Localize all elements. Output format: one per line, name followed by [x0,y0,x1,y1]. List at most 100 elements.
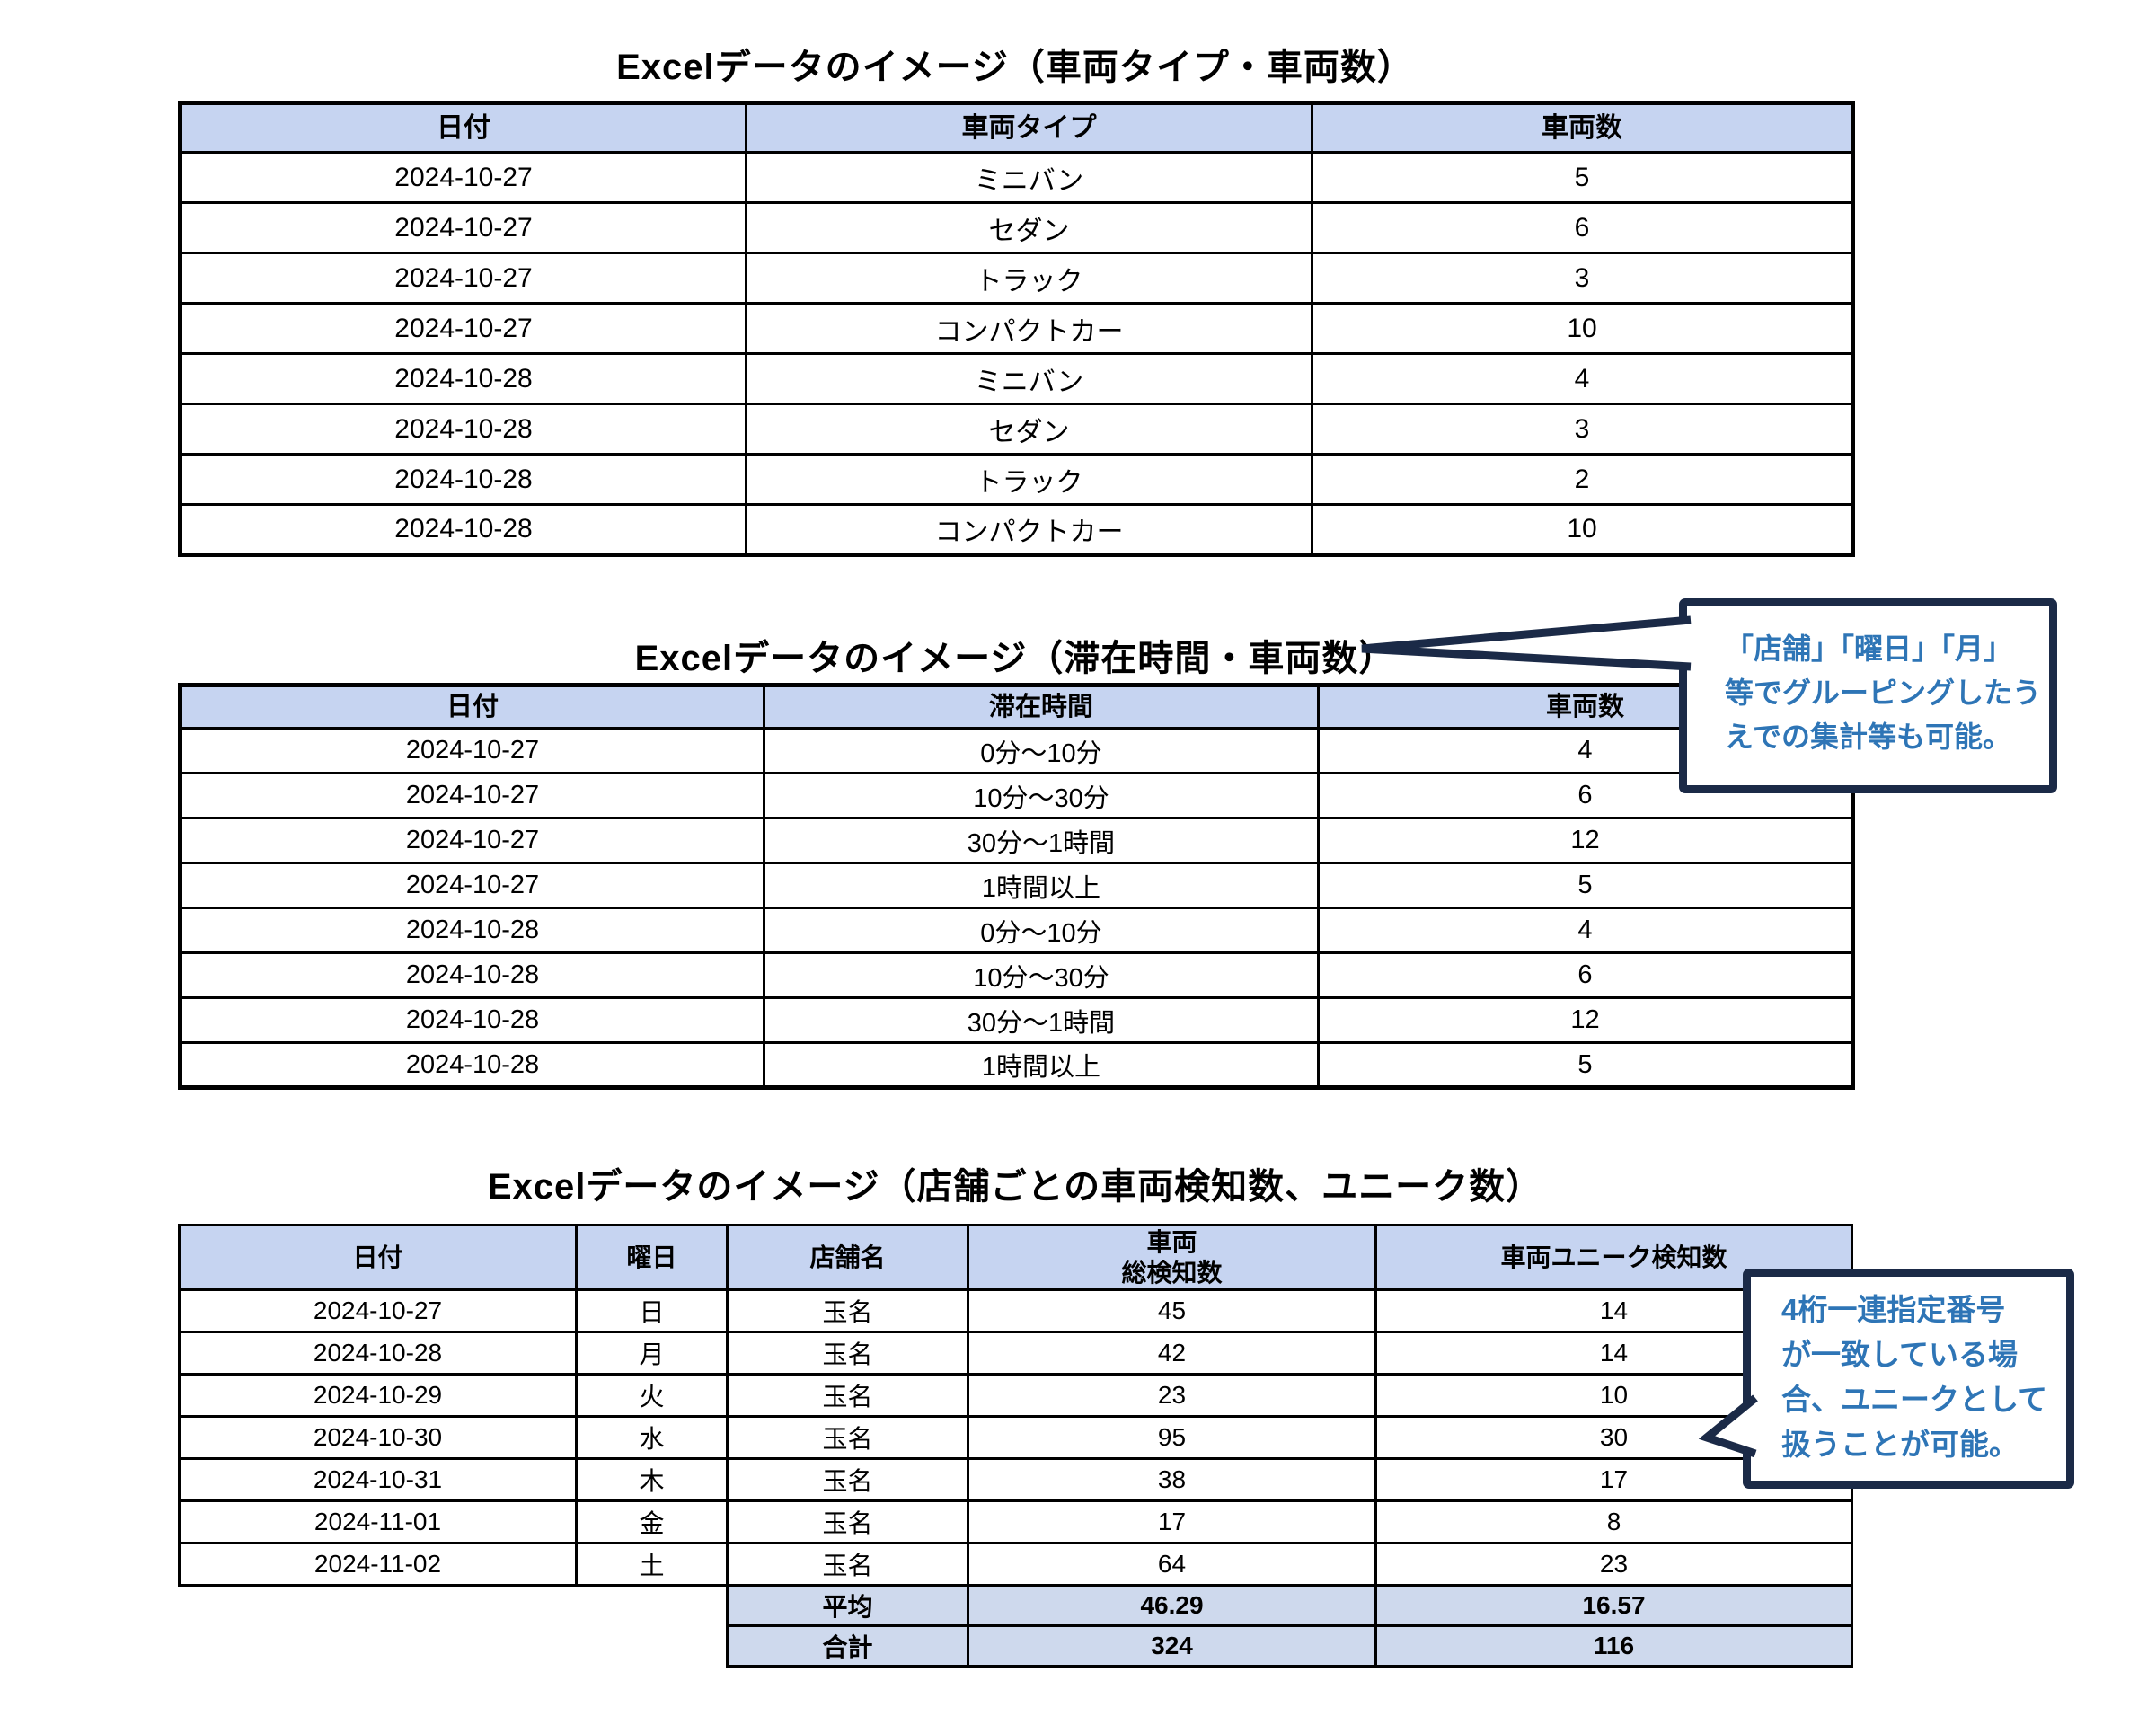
column-header: 滞在時間 [763,684,1320,730]
table-cell: 玉名 [726,1288,969,1333]
table-row: 2024-10-28 10分～30分 6 [179,951,1854,999]
table-cell: 2024-10-27 [179,817,765,864]
column-header: 車両タイプ [745,102,1313,154]
table-cell: 3 [1311,402,1854,456]
table-cell: 2024-10-27 [179,252,747,305]
section-title-stay-duration: Excelデータのイメージ（滞在時間・車両数） [634,639,1396,678]
table-row: 2024-11-02 土玉名 64 23 [178,1542,1853,1587]
callout-grouping-note: 「店舗」「曜日」「月」 等でグルーピングしたう えでの集計等も可能。 [1679,598,2057,793]
table-row: 2024-10-28 ミニバン 4 [179,352,1854,405]
table-cell: 2024-10-28 [179,951,765,999]
table-row: 2024-10-28 コンパクトカー 10 [179,503,1854,556]
table-cell: 64 [967,1542,1377,1587]
table-row: 2024-10-27 トラック 3 [179,252,1854,305]
callout-unique-note: 4桁一連指定番号 が一致している場 合、ユニークとして 扱うことが可能。 [1743,1269,2074,1489]
table-row: 2024-10-29 火玉名 23 10 [178,1373,1853,1418]
table-cell: 2024-10-28 [179,907,765,954]
table-cell: 土 [575,1542,729,1587]
table-cell: 水 [575,1415,729,1460]
table-row: 2024-10-28 30分～1時間 12 [179,996,1854,1044]
vehicle-type-table: 日付 車両タイプ 車両数 2024-10-27 ミニバン 5 2024-10-27 セダン 6… [178,101,1855,557]
table-cell: 5 [1311,151,1854,204]
table-cell: 火 [575,1373,729,1418]
column-header: 店舗名 [726,1224,969,1291]
table-cell: 2024-10-27 [179,727,765,774]
summary-cell: 平均 [726,1584,969,1627]
table-cell: 2024-10-28 [179,402,747,456]
table-row: 2024-10-27 1時間以上 5 [179,862,1854,909]
store-detections-table: 日付 曜日 店舗名 車両 総検知数 車両ユニーク検知数 2024-10-27 日玉名 45 1… [178,1224,1853,1668]
table-row: 2024-10-27 0分～10分 4 [179,727,1854,774]
table-cell: セダン [745,201,1313,254]
table-cell: コンパクトカー [745,503,1313,556]
table-cell: 玉名 [726,1457,969,1502]
table-cell: コンパクトカー [745,302,1313,355]
table-cell: 0分～10分 [763,727,1320,774]
table-cell: 2024-11-02 [178,1542,578,1587]
table-cell: 10 [1311,302,1854,355]
callout-text-line: が一致している場 [1781,1338,2019,1371]
table-cell: 17 [967,1499,1377,1544]
table-cell: 2024-10-27 [178,1288,578,1333]
table-cell: 2024-10-28 [178,1331,578,1376]
table-cell: トラック [745,252,1313,305]
table-cell: 2024-10-27 [179,862,765,909]
summary-cell: 合計 [726,1624,969,1668]
header-row: 日付 曜日 店舗名 車両 総検知数 車両ユニーク検知数 [178,1224,1853,1291]
table-row: 2024-10-27 ミニバン 5 [179,151,1854,204]
table-cell: 45 [967,1288,1377,1333]
section-title-store-detections: Excelデータのイメージ（店舗ごとの車両検知数、ユニーク数） [487,1167,1543,1207]
table-cell: 8 [1374,1499,1853,1544]
summary-row: 合計 324 116 [180,1624,1853,1668]
table-cell: 5 [1317,1041,1854,1089]
table-cell: 玉名 [726,1373,969,1418]
callout-text-line: 扱うことが可能。 [1781,1428,2019,1461]
column-header: 日付 [179,684,765,730]
table-cell: 月 [575,1331,729,1376]
table-row: 2024-10-30 水玉名 95 30 [178,1415,1853,1460]
table-cell: 3 [1311,252,1854,305]
callout-text-line: 4桁一連指定番号 [1781,1293,2006,1326]
table-cell: 2024-10-30 [178,1415,578,1460]
header-row: 日付 滞在時間 車両数 [179,684,1854,730]
summary-cell: 324 [967,1624,1377,1668]
table-cell: 2024-10-28 [179,352,747,405]
callout-text-line: えでの集計等も可能。 [1725,721,2012,753]
table-cell: 95 [967,1415,1377,1460]
table-row: 2024-10-27 10分～30分 6 [179,772,1854,819]
table-cell: 玉名 [726,1415,969,1460]
table-cell: 1時間以上 [763,862,1320,909]
table-cell: 2024-10-27 [179,151,747,204]
table-cell: 6 [1317,951,1854,999]
summary-cell: 16.57 [1374,1584,1853,1627]
table-cell: 42 [967,1331,1377,1376]
table-cell: 4 [1317,907,1854,954]
table-cell: 2024-10-27 [179,772,765,819]
column-header: 日付 [179,102,747,154]
summary-row: 平均 46.29 16.57 [180,1584,1853,1627]
callout-text-line: 「店舗」「曜日」「月」 [1725,632,2013,665]
table-cell: 2024-11-01 [178,1499,578,1544]
table-cell: 2024-10-28 [179,1041,765,1089]
table-cell: 2024-10-27 [179,302,747,355]
table-cell: 金 [575,1499,729,1544]
table-cell: 2024-10-28 [179,503,747,556]
table-cell: 2024-10-27 [179,201,747,254]
table-cell: 2 [1311,453,1854,506]
column-header: 日付 [178,1224,578,1291]
table-cell: 4 [1311,352,1854,405]
table-cell: 23 [967,1373,1377,1418]
table-cell: 10分～30分 [763,951,1320,999]
table-cell: 30分～1時間 [763,817,1320,864]
table-cell: 1時間以上 [763,1041,1320,1089]
table-row: 2024-10-27 コンパクトカー 10 [179,302,1854,355]
table-cell: 23 [1374,1542,1853,1587]
table-row: 2024-10-28 セダン 3 [179,402,1854,456]
table-row: 2024-10-27 セダン 6 [179,201,1854,254]
table-cell: ミニバン [745,352,1313,405]
table-cell: 玉名 [726,1542,969,1587]
table-row: 2024-10-31 木玉名 38 17 [178,1457,1853,1502]
stay-duration-table: 日付 滞在時間 車両数 2024-10-27 0分～10分 4 2024-10-27 10分… [178,683,1855,1090]
table-cell: 30分～1時間 [763,996,1320,1044]
empty-cell [577,1626,728,1667]
